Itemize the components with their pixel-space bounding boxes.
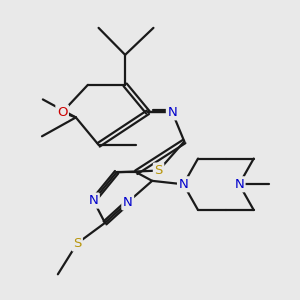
Text: N: N [167,106,177,119]
Text: O: O [57,106,68,119]
Text: N: N [88,194,98,207]
Text: S: S [154,164,163,177]
Text: N: N [123,196,133,209]
Text: N: N [234,178,244,191]
Text: N: N [178,178,188,191]
Text: S: S [73,237,81,250]
